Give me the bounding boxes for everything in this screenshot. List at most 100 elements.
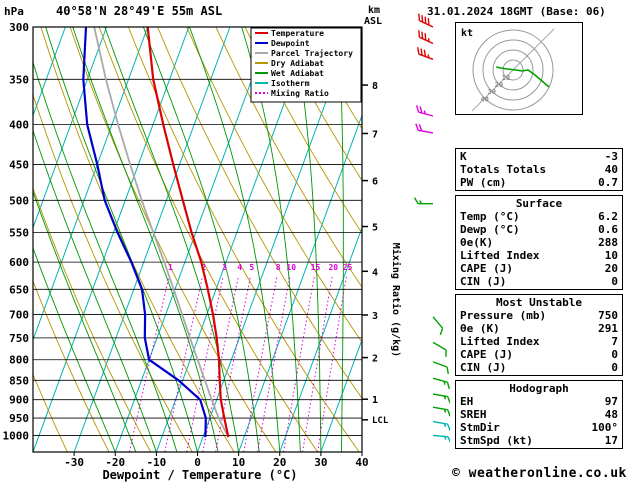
dry-adiabat-line (33, 186, 152, 452)
row-value: 48 (604, 408, 618, 421)
table-title: Surface (515, 197, 563, 210)
dry-adiabat-line (127, 27, 360, 452)
row-value: 100° (591, 421, 619, 434)
table-row: PW (cm) 0.7 (460, 176, 618, 189)
indices-panel: K -3 Totals Totals 40 PW (cm) 0.7 Surface Temp … (455, 148, 623, 453)
wind-barb (432, 316, 444, 336)
dry-adiabat-line (215, 27, 362, 288)
hodograph-ring-label: 10 (502, 74, 510, 82)
pressure-tick-label: 850 (9, 374, 29, 387)
wet-adiabat-line (189, 27, 281, 452)
wind-barb (418, 30, 434, 45)
skewt-layers: 1 2 3 4 5 8 10 15 20 2530035040045050055060065070… (3, 13, 450, 469)
sounding-curves (82, 27, 230, 438)
row-label: Dewp (°C) (460, 223, 520, 236)
pressure-tick-label: 700 (9, 308, 29, 321)
hodograph-unit-label: kt (461, 28, 473, 39)
row-value: 20 (604, 262, 618, 275)
km-tick-label: 7 (372, 129, 378, 140)
wind-barb (432, 341, 447, 357)
km-tick-label: 4 (372, 267, 378, 278)
temp-tick-label: -20 (105, 456, 125, 469)
mixing-ratio-line (215, 275, 252, 452)
pressure-tick-label: 450 (9, 159, 29, 172)
hodograph-trace (496, 66, 550, 88)
mixing-ratio-line (257, 275, 291, 452)
km-tick-label: 5 (372, 223, 378, 234)
pressure-tick-label: 300 (9, 21, 29, 34)
row-label: EH (460, 395, 474, 408)
table-row: Dewp (°C) 0.6 (460, 223, 618, 236)
isotherm-line (33, 27, 149, 342)
mixing-ratio-line (202, 275, 239, 452)
isotherm-line (238, 114, 362, 452)
mixing-ratio-line (317, 275, 347, 452)
row-value: 0 (611, 275, 618, 288)
table-row: Temp (°C) 6.2 (460, 210, 618, 223)
km-tick-label: 8 (372, 81, 378, 92)
temp-tick-label: 30 (314, 456, 327, 469)
wet-adiabat-line (33, 129, 157, 452)
table-row: K -3 (460, 150, 618, 163)
asl-axis-label: ASL (364, 16, 382, 27)
legend-label: Temperature (271, 29, 324, 38)
row-value: 40 (604, 163, 618, 176)
copyright: © weatheronline.co.uk (452, 466, 627, 481)
indices-table: K -3 Totals Totals 40 PW (cm) 0.7 (455, 148, 623, 191)
isotherm-line (279, 226, 362, 452)
temp-tick-label: 0 (194, 456, 201, 469)
row-label: K (460, 150, 467, 163)
wind-barb (418, 13, 434, 28)
mixing-ratio-line (129, 275, 170, 452)
mixing-ratio-value-label: 4 (237, 263, 242, 272)
dry-adiabat-line (273, 27, 362, 182)
temp-tick-label: -30 (64, 456, 84, 469)
datetime-label: 31.01.2024 18GMT (Base: 06) (427, 5, 606, 18)
pressure-tick-label: 750 (9, 332, 29, 345)
row-label: Lifted Index (460, 249, 540, 262)
pressure-tick-label: 550 (9, 227, 29, 240)
pressure-tick-label: 1000 (3, 429, 30, 442)
wet-adiabat-line (33, 190, 137, 452)
wet-adiabat-line (45, 27, 198, 452)
dry-adiabat-line (244, 27, 362, 235)
wind-barb (432, 406, 450, 417)
mixing-ratio-value-label: 25 (343, 263, 353, 272)
wind-barb (416, 105, 434, 117)
row-label: CAPE (J) (460, 262, 513, 275)
row-label: PW (cm) (460, 176, 507, 189)
row-value: 0.6 (598, 223, 618, 236)
row-label: CIN (J) (460, 275, 507, 288)
dry-adiabat-line (69, 27, 277, 452)
right-axis-title: Mixing Ratio (g/kg) (390, 243, 402, 357)
mixing-ratio-line (283, 275, 315, 452)
table-row: StmSpd (kt) 17 (460, 434, 618, 447)
mixing-ratio-value-label: 2 (201, 263, 206, 272)
indices-table-most-unstable: Most Unstable Pressure (mb) 750 θe (K) 291 Li… (455, 294, 623, 376)
legend-label: Mixing Ratio (271, 88, 329, 98)
legend-label: Parcel Trajectory (271, 48, 353, 58)
lcl-label: LCL (372, 416, 389, 426)
table-row: θe(K) 288 (460, 236, 618, 249)
pressure-unit-label: hPa (4, 5, 24, 18)
table-row: CAPE (J) 0 (460, 348, 618, 361)
pressure-tick-label: 800 (9, 354, 29, 367)
row-value: 7 (611, 335, 618, 348)
wind-barbs (413, 13, 450, 443)
wet-adiabat-line (72, 27, 219, 452)
km-tick-label: 2 (372, 354, 378, 365)
km-tick-label: 1 (372, 395, 378, 406)
pressure-tick-label: 500 (9, 194, 29, 207)
dry-adiabat-line (33, 93, 193, 452)
table-row: Lifted Index 10 (460, 249, 618, 262)
row-label: SREH (460, 408, 487, 421)
table-row: StmDir 100° (460, 421, 618, 434)
row-value: 0 (611, 348, 618, 361)
legend-label: Isotherm (271, 79, 310, 88)
table-row: Totals Totals 40 (460, 163, 618, 176)
table-row: CIN (J) 0 (460, 275, 618, 288)
legend-label: Dry Adiabat (271, 58, 324, 68)
isotherm-line (33, 27, 108, 230)
row-label: θe (K) (460, 322, 500, 335)
